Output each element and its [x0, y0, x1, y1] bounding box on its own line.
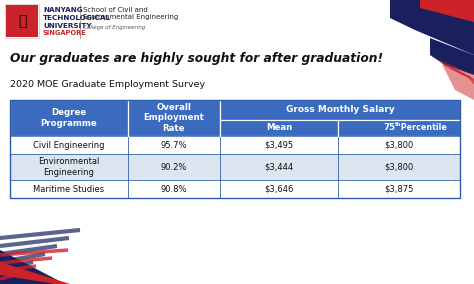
FancyBboxPatch shape — [220, 136, 338, 154]
Text: Degree
Programme: Degree Programme — [41, 108, 97, 128]
Text: Environmental Engineering: Environmental Engineering — [83, 14, 178, 20]
Text: 75: 75 — [383, 124, 395, 133]
Text: TECHNOLOGICAL: TECHNOLOGICAL — [43, 15, 111, 21]
FancyBboxPatch shape — [220, 180, 338, 198]
FancyBboxPatch shape — [5, 4, 39, 38]
FancyBboxPatch shape — [338, 180, 460, 198]
Text: $3,875: $3,875 — [384, 185, 414, 193]
FancyBboxPatch shape — [10, 100, 128, 136]
FancyBboxPatch shape — [220, 100, 460, 120]
Text: NANYANG: NANYANG — [43, 7, 83, 13]
Polygon shape — [0, 262, 70, 284]
FancyBboxPatch shape — [220, 120, 338, 136]
Text: 2020 MOE Graduate Employment Survey: 2020 MOE Graduate Employment Survey — [10, 80, 205, 89]
Text: 90.8%: 90.8% — [161, 185, 187, 193]
Text: Mean: Mean — [266, 124, 292, 133]
Text: Civil Engineering: Civil Engineering — [33, 141, 105, 149]
FancyBboxPatch shape — [128, 154, 220, 180]
Text: $3,800: $3,800 — [384, 141, 414, 149]
FancyBboxPatch shape — [6, 5, 38, 37]
Text: Percentile: Percentile — [398, 124, 447, 133]
Text: Maritime Studies: Maritime Studies — [34, 185, 105, 193]
FancyBboxPatch shape — [10, 180, 128, 198]
Text: Overall
Employment
Rate: Overall Employment Rate — [144, 103, 204, 133]
FancyBboxPatch shape — [128, 180, 220, 198]
FancyBboxPatch shape — [128, 100, 220, 136]
Polygon shape — [420, 0, 474, 22]
FancyBboxPatch shape — [338, 136, 460, 154]
Text: Gross Monthly Salary: Gross Monthly Salary — [286, 105, 394, 114]
Polygon shape — [430, 38, 474, 75]
Polygon shape — [0, 250, 65, 284]
Text: College of Engineering: College of Engineering — [83, 25, 145, 30]
Text: $3,495: $3,495 — [264, 141, 293, 149]
Text: 90.2%: 90.2% — [161, 162, 187, 172]
FancyBboxPatch shape — [10, 154, 128, 180]
FancyBboxPatch shape — [338, 154, 460, 180]
Text: $3,646: $3,646 — [264, 185, 294, 193]
Text: SINGAPORE: SINGAPORE — [43, 30, 87, 36]
FancyBboxPatch shape — [338, 120, 460, 136]
Text: 95.7%: 95.7% — [161, 141, 187, 149]
Text: School of Civil and: School of Civil and — [83, 7, 148, 13]
FancyBboxPatch shape — [220, 154, 338, 180]
Text: th: th — [395, 122, 401, 127]
FancyBboxPatch shape — [128, 136, 220, 154]
Text: $3,800: $3,800 — [384, 162, 414, 172]
Text: UNIVERSITY: UNIVERSITY — [43, 23, 91, 29]
Text: $3,444: $3,444 — [264, 162, 293, 172]
Polygon shape — [390, 0, 474, 55]
Text: Our graduates are highly sought for after graduation!: Our graduates are highly sought for afte… — [10, 52, 383, 65]
Polygon shape — [440, 60, 474, 100]
Text: Environmental
Engineering: Environmental Engineering — [38, 157, 100, 177]
Text: 🦁: 🦁 — [18, 14, 26, 28]
FancyBboxPatch shape — [10, 136, 128, 154]
